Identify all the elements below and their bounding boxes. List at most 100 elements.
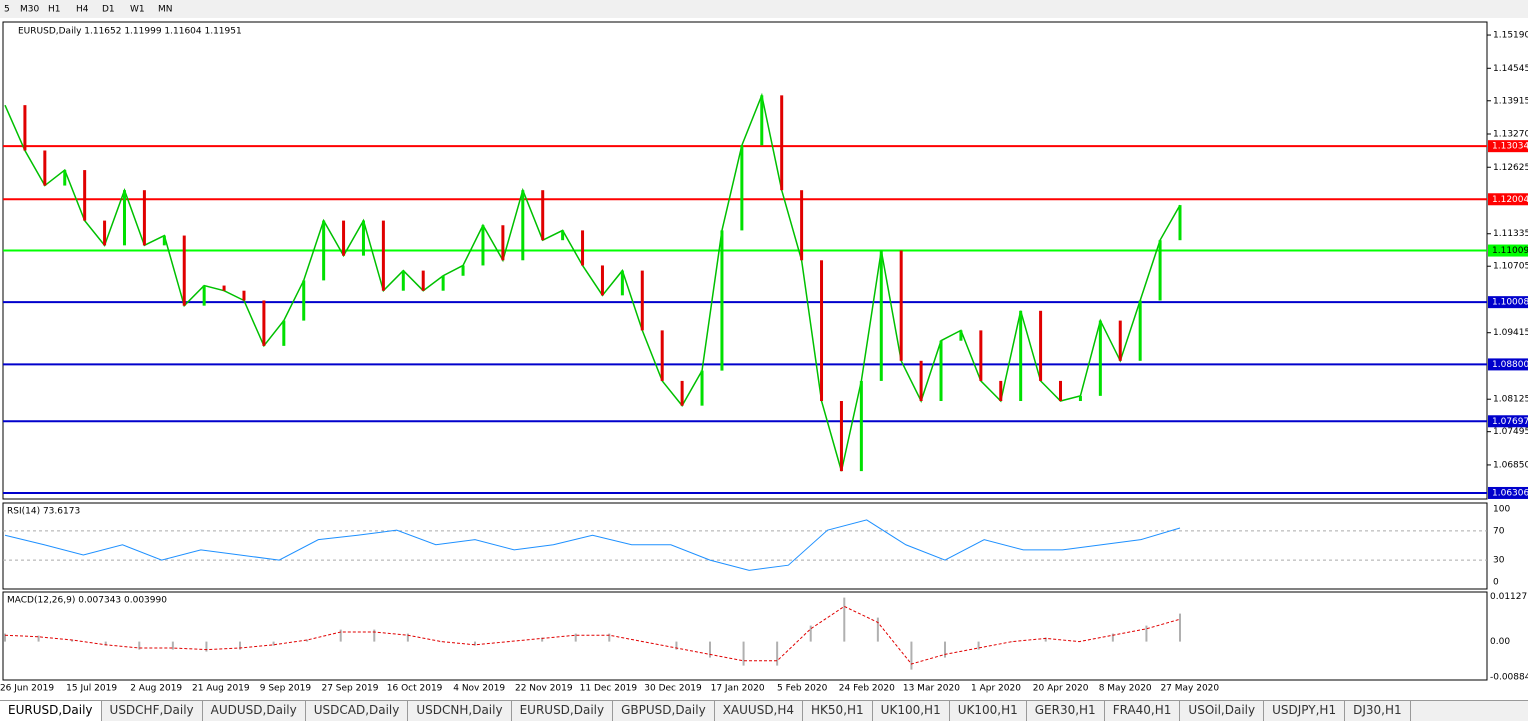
macd-bar [71, 639, 74, 642]
rsi-line [4, 519, 1181, 571]
macd-bar [977, 641, 980, 650]
level-label: 1.07697 [1492, 417, 1528, 427]
candle [660, 330, 664, 381]
candle [919, 360, 923, 402]
symbol-tab[interactable]: USDJPY,H1 [1264, 701, 1346, 721]
candle [23, 105, 27, 151]
timeframe-button[interactable]: D1 [102, 5, 115, 15]
level-tag [1488, 358, 1528, 371]
symbol-tab[interactable]: AUDUSD,Daily [203, 701, 306, 721]
macd-bar [574, 633, 577, 642]
date-label: 27 Sep 2019 [321, 684, 378, 694]
symbol-tab[interactable]: UK100,H1 [950, 701, 1027, 721]
candle [839, 401, 843, 472]
candle [561, 230, 565, 241]
rsi-tick-label: 0 [1493, 578, 1499, 588]
level-tag [1488, 486, 1528, 499]
candle [361, 220, 365, 256]
candle [1138, 300, 1142, 361]
symbol-tab[interactable]: USOil,Daily [1180, 701, 1265, 721]
candle [760, 95, 764, 146]
candle [879, 250, 883, 381]
macd-tick-label: 0.011277 [1490, 592, 1528, 602]
macd-bar [809, 625, 812, 642]
symbol-tab[interactable]: UK100,H1 [873, 701, 950, 721]
level-tag [1488, 140, 1528, 153]
macd-bar [306, 639, 309, 642]
candle [83, 170, 87, 221]
candle [620, 270, 624, 296]
symbol-tab[interactable]: HK50,H1 [803, 701, 873, 721]
macd-bar [37, 635, 40, 642]
timeframe-button[interactable]: H1 [48, 5, 61, 15]
y-tick-label: 1.12625 [1493, 163, 1528, 173]
macd-bar [406, 633, 409, 642]
y-tick-label: 1.15190 [1493, 31, 1528, 41]
timeframe-button[interactable]: M30 [20, 5, 39, 15]
candle [242, 290, 246, 301]
candle [1019, 310, 1023, 402]
macd-bar [272, 641, 275, 646]
date-label: 2 Aug 2019 [130, 684, 182, 694]
symbol-tab[interactable]: XAUUSD,H4 [715, 701, 804, 721]
candle [342, 220, 346, 256]
macd-bar [876, 617, 879, 642]
timeframe-button[interactable]: MN [158, 5, 173, 15]
candle [1158, 240, 1162, 301]
level-label: 1.10008 [1492, 298, 1528, 308]
terminal: EURUSD,Daily 1.11652 1.11999 1.11604 1.1… [0, 0, 1528, 694]
candle [999, 380, 1003, 402]
candle [1059, 380, 1063, 402]
timeframe-button[interactable]: W1 [130, 5, 145, 15]
candle [939, 340, 943, 402]
macd-bar [474, 641, 476, 646]
candle [142, 190, 146, 246]
date-label: 16 Oct 2019 [387, 684, 443, 694]
candle [740, 145, 744, 231]
main-panel [2, 21, 1488, 500]
date-label: 13 Mar 2020 [903, 684, 960, 694]
y-tick-label: 1.07495 [1493, 427, 1528, 437]
macd-bar [1011, 641, 1014, 643]
symbol-tab[interactable]: EURUSD,Daily [512, 701, 614, 721]
rsi-panel [2, 502, 1488, 590]
date-label: 11 Dec 2019 [580, 684, 638, 694]
level-label: 1.08800 [1492, 360, 1528, 370]
symbol-tab[interactable]: DJ30,H1 [1345, 701, 1411, 721]
candle [421, 270, 425, 291]
candle [481, 225, 485, 266]
candle [461, 265, 465, 276]
rsi-tick-label: 70 [1493, 526, 1505, 536]
macd-bar [1179, 613, 1181, 642]
rsi-tick-label: 100 [1493, 505, 1510, 515]
date-label: 1 Apr 2020 [971, 684, 1021, 694]
date-label: 8 May 2020 [1099, 684, 1152, 694]
date-label: 4 Nov 2019 [453, 684, 505, 694]
symbol-tab[interactable]: EURUSD,Daily [0, 701, 102, 721]
symbol-tab[interactable]: USDCNH,Daily [408, 701, 512, 721]
price-line [4, 92, 1181, 472]
timeframe-button[interactable]: H4 [76, 5, 89, 15]
candle [959, 330, 963, 341]
date-label: 26 Jun 2019 [0, 684, 54, 694]
symbol-tab[interactable]: FRA40,H1 [1105, 701, 1181, 721]
symbol-tab[interactable]: USDCAD,Daily [306, 701, 409, 721]
candle [521, 190, 525, 261]
macd-bar [4, 633, 6, 642]
candle [162, 235, 166, 246]
macd-bar [910, 641, 913, 670]
symbol-tab[interactable]: GER30,H1 [1027, 701, 1105, 721]
symbol-tab[interactable]: GBPUSD,Daily [613, 701, 715, 721]
candle [700, 370, 704, 406]
candle [859, 380, 863, 472]
level-label: 1.06306 [1492, 488, 1528, 498]
candle [262, 300, 266, 346]
y-tick-label: 1.08125 [1493, 395, 1528, 405]
date-label: 15 Jul 2019 [66, 684, 117, 694]
symbol-tab[interactable]: USDCHF,Daily [102, 701, 203, 721]
macd-signal [4, 605, 1181, 665]
macd-bar [843, 597, 846, 642]
timeframe-button[interactable]: 5 [4, 5, 10, 15]
level-tag [1488, 296, 1528, 309]
macd-bar [709, 641, 711, 658]
